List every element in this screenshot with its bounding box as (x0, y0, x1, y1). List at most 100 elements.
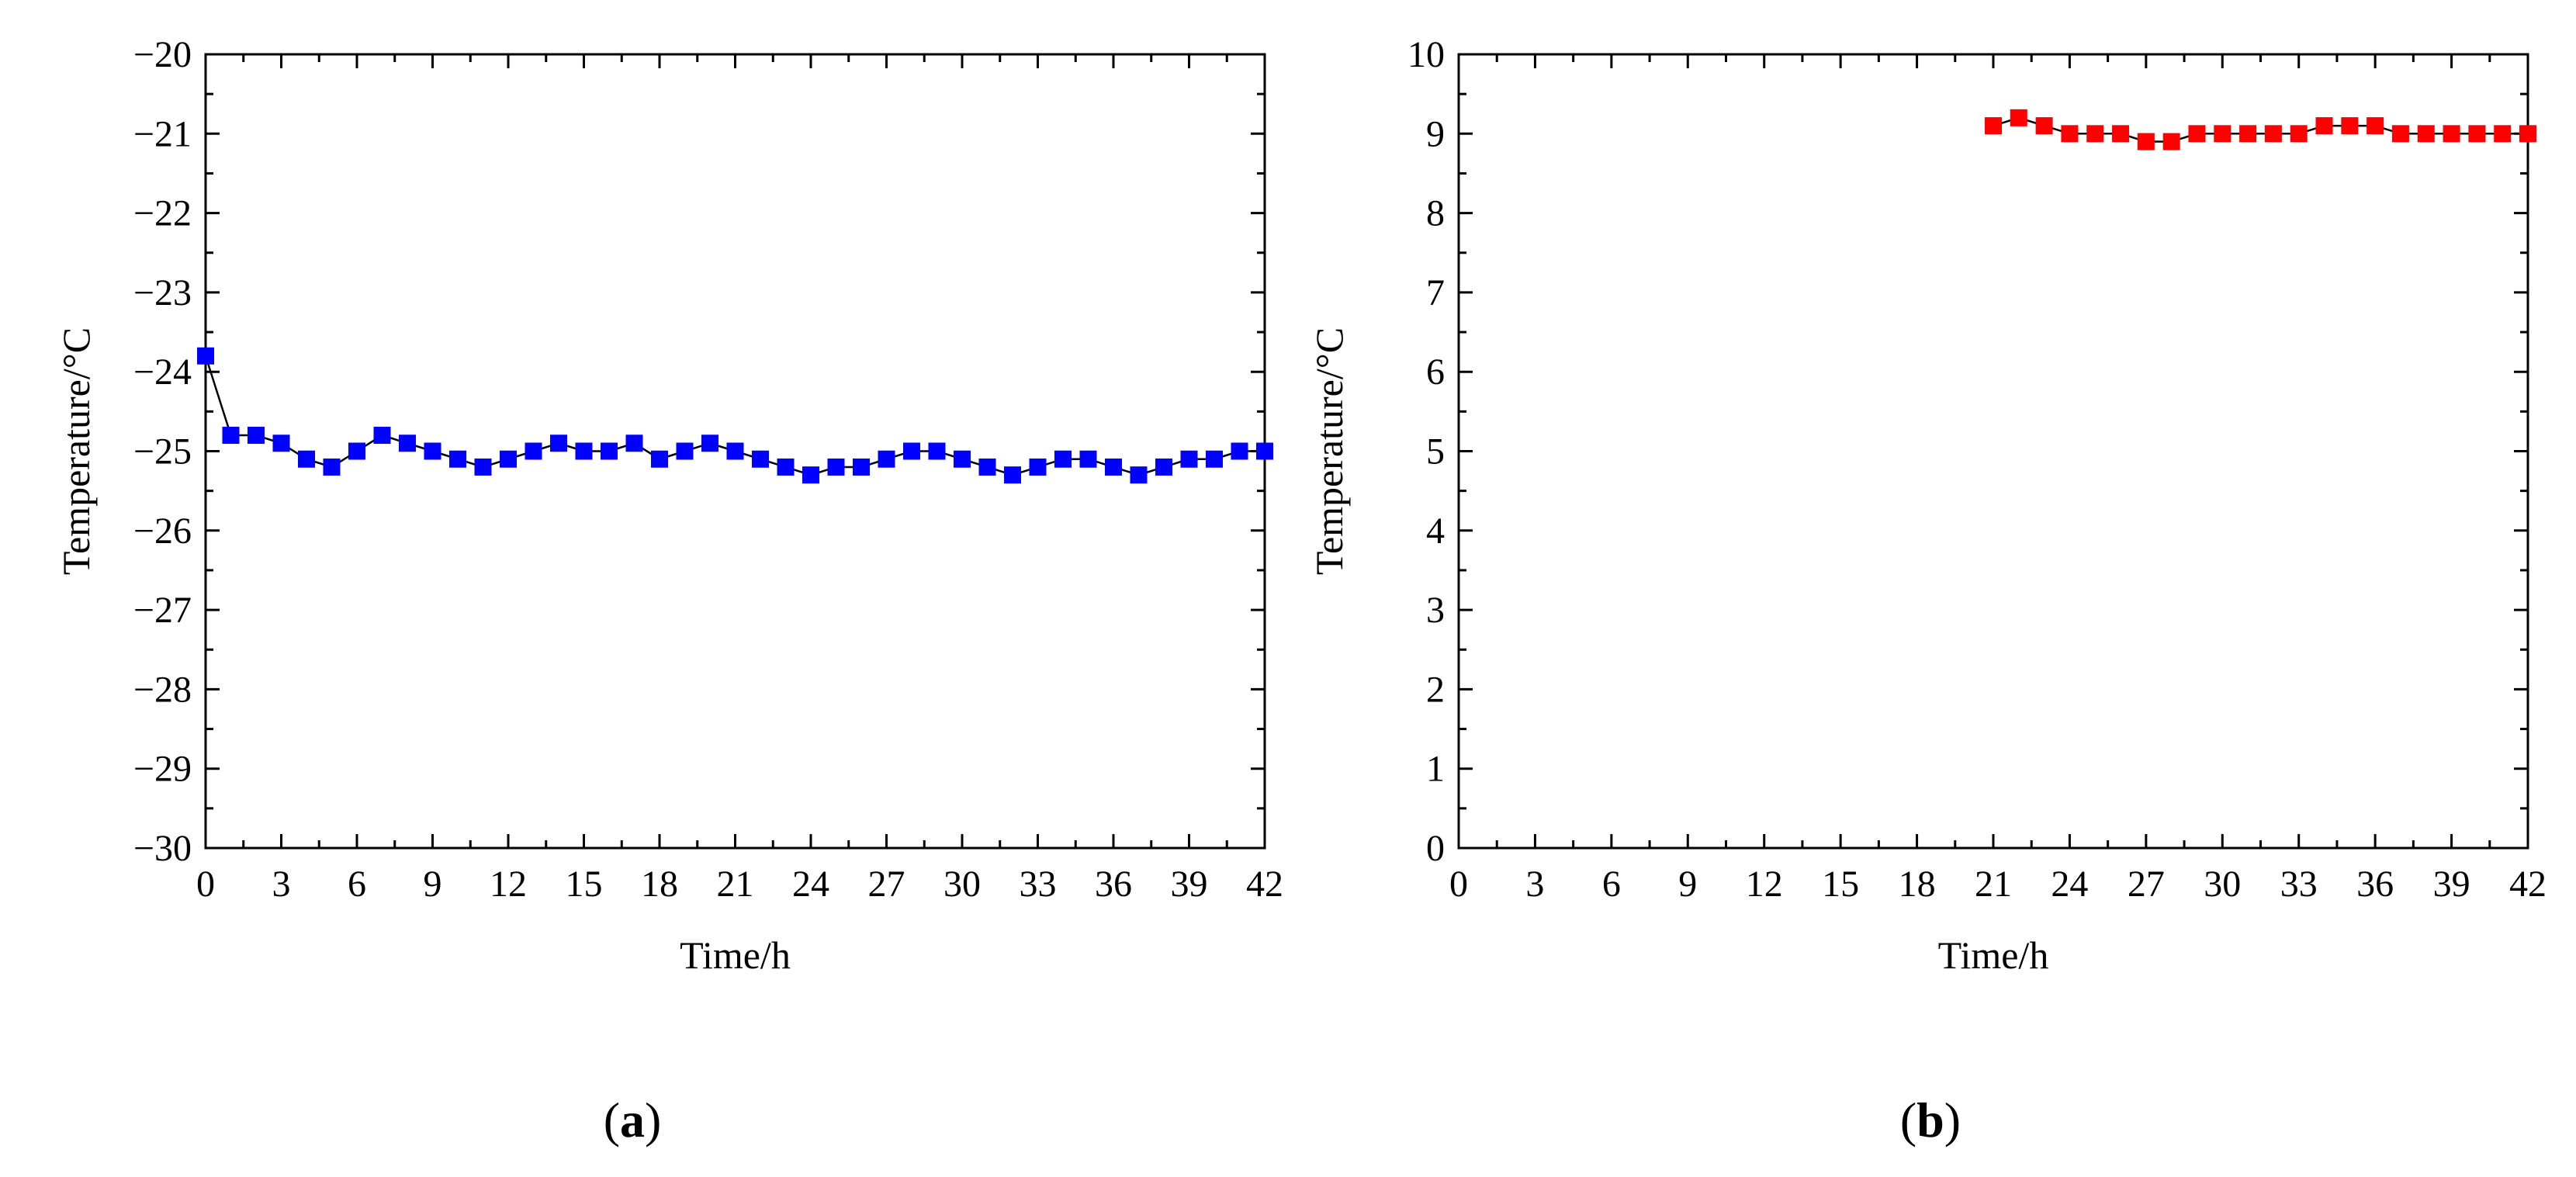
y-tick-label-b: 2 (1426, 669, 1445, 710)
y-axis-title-b: Temperature/°C (1307, 327, 1351, 575)
x-tick-label-a: 0 (196, 864, 215, 905)
data-point-a (500, 450, 517, 468)
x-tick-label-b: 27 (2128, 864, 2165, 905)
data-point-a (878, 450, 895, 468)
data-point-a (1004, 466, 1021, 484)
data-point-a (575, 442, 593, 460)
data-point-a (752, 450, 769, 468)
data-point-b (2214, 125, 2231, 143)
y-tick-label-b: 9 (1426, 113, 1445, 154)
y-tick-label-a: −23 (133, 272, 192, 313)
x-tick-label-b: 30 (2204, 864, 2241, 905)
data-point-a (248, 427, 265, 445)
data-point-b (2367, 117, 2384, 135)
data-point-a (373, 427, 391, 445)
data-point-a (802, 466, 819, 484)
y-tick-label-b: 1 (1426, 749, 1445, 790)
series-line-b (1993, 116, 2528, 143)
data-point-b (2086, 125, 2104, 143)
data-point-a (651, 450, 668, 468)
data-point-b (2494, 125, 2512, 143)
data-point-b (2417, 125, 2435, 143)
x-tick-label-b: 42 (2509, 864, 2547, 905)
data-point-a (1105, 458, 1122, 476)
data-point-b (2162, 133, 2180, 151)
x-tick-label-a: 39 (1171, 864, 1208, 905)
data-point-a (424, 442, 441, 460)
data-point-a (978, 458, 996, 476)
y-tick-label-a: −21 (133, 113, 192, 154)
y-tick-label-a: −27 (133, 590, 192, 631)
data-point-a (1155, 458, 1172, 476)
data-point-a (1130, 466, 1148, 484)
data-point-a (550, 434, 567, 452)
x-tick-label-b: 15 (1822, 864, 1859, 905)
y-tick-label-a: −30 (133, 828, 192, 869)
y-tick-label-b: 5 (1426, 431, 1445, 473)
data-point-a (474, 458, 492, 476)
data-point-b (2035, 117, 2053, 135)
data-point-a (853, 458, 870, 476)
data-point-b (2290, 125, 2308, 143)
data-point-a (348, 442, 365, 460)
y-tick-label-a: −28 (133, 669, 192, 710)
x-tick-label-b: 36 (2356, 864, 2394, 905)
y-axis-title-a: Temperature/°C (54, 327, 98, 575)
x-tick-label-a: 24 (792, 864, 829, 905)
y-tick-label-b: 3 (1426, 590, 1445, 631)
data-point-a (701, 434, 718, 452)
x-tick-label-a: 21 (717, 864, 754, 905)
panel-label-b: (b) (1900, 1092, 1961, 1148)
y-tick-label-a: −29 (133, 749, 192, 790)
x-tick-label-a: 9 (424, 864, 442, 905)
x-tick-label-b: 3 (1525, 864, 1544, 905)
data-point-b (2468, 125, 2486, 143)
x-tick-label-b: 21 (1975, 864, 2012, 905)
x-tick-label-a: 27 (868, 864, 905, 905)
x-tick-label-b: 33 (2280, 864, 2318, 905)
data-point-a (1029, 458, 1047, 476)
x-axis-title-b: Time/h (1938, 933, 2049, 977)
data-point-b (2264, 125, 2282, 143)
y-tick-label-a: −22 (133, 193, 192, 234)
data-point-a (272, 434, 290, 452)
data-point-a (601, 442, 618, 460)
y-tick-label-a: −26 (133, 511, 192, 552)
data-point-b (1985, 117, 2002, 135)
y-tick-label-b: 7 (1426, 272, 1445, 313)
data-point-a (222, 427, 240, 445)
data-point-a (298, 450, 315, 468)
data-point-a (954, 450, 971, 468)
data-point-a (827, 458, 845, 476)
y-tick-label-b: 8 (1426, 193, 1445, 234)
data-point-b (2239, 125, 2257, 143)
x-tick-label-a: 15 (566, 864, 603, 905)
data-point-b (2519, 125, 2536, 143)
data-point-b (2341, 117, 2359, 135)
data-point-a (777, 458, 795, 476)
data-point-a (323, 458, 341, 476)
x-tick-label-b: 39 (2433, 864, 2470, 905)
data-point-a (525, 442, 542, 460)
data-point-a (1180, 450, 1198, 468)
data-point-a (1079, 450, 1097, 468)
data-point-a (197, 347, 214, 365)
data-point-a (449, 450, 466, 468)
y-tick-label-b: 0 (1426, 828, 1445, 869)
data-point-b (2391, 125, 2409, 143)
y-tick-label-a: −20 (133, 34, 192, 75)
x-tick-label-b: 6 (1602, 864, 1621, 905)
y-tick-label-b: 4 (1426, 511, 1445, 552)
data-point-a (399, 434, 416, 452)
data-point-b (2112, 125, 2130, 143)
chart-b: 0 3 6 9 12 15 18 21 24 27 30 33 36 39 42012345678910Ti… (1307, 34, 2547, 977)
x-tick-label-a: 42 (1246, 864, 1283, 905)
x-tick-label-a: 3 (272, 864, 291, 905)
y-tick-label-a: −25 (133, 431, 192, 473)
data-point-a (928, 442, 946, 460)
data-point-b (2061, 125, 2079, 143)
data-point-b (2137, 133, 2155, 151)
x-tick-label-b: 0 (1449, 864, 1468, 905)
data-point-a (1054, 450, 1072, 468)
